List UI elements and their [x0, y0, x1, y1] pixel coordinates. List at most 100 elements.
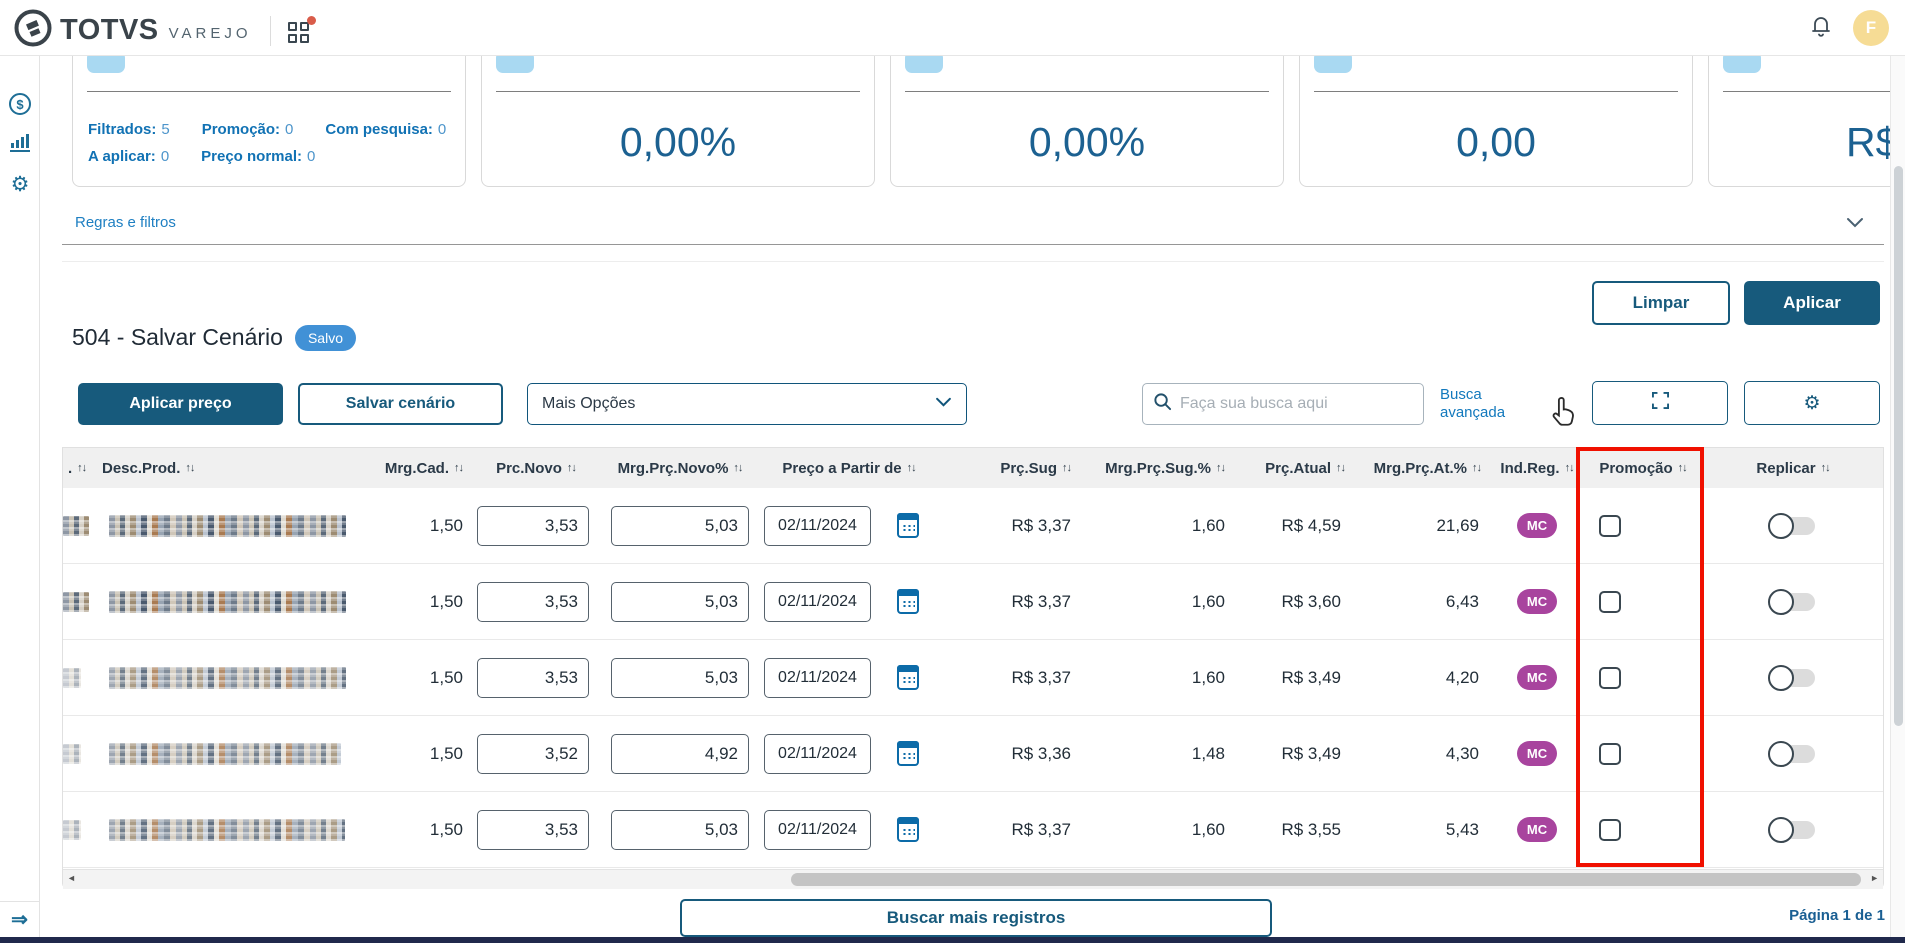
col-header-ind-reg[interactable]: Ind.Reg. ↑↓	[1500, 459, 1575, 477]
scroll-left-arrow[interactable]: ◄	[67, 873, 76, 883]
replicar-toggle[interactable]	[1768, 588, 1815, 615]
regras-e-filtros-link[interactable]: Regras e filtros	[75, 214, 176, 231]
table-settings-button[interactable]: ⚙	[1744, 381, 1880, 425]
replicar-toggle[interactable]	[1768, 816, 1815, 843]
fullscreen-button[interactable]	[1592, 381, 1728, 425]
mrg-prc-at-value: 4,30	[1445, 743, 1479, 763]
sort-icon: ↑↓	[733, 462, 743, 474]
preco-a-partir-de-input[interactable]	[764, 809, 871, 850]
mrg-prc-novo-input[interactable]	[611, 809, 749, 850]
limpar-button[interactable]: Limpar	[1592, 281, 1730, 325]
search-input[interactable]	[1180, 395, 1413, 413]
col-header-replicar[interactable]: Replicar ↑↓	[1756, 459, 1830, 477]
col-header-mrg-prc-novo[interactable]: Mrg.Prç.Novo% ↑↓	[617, 459, 744, 477]
col-header-mrg-prc-at[interactable]: Mrg.Prç.At.% ↑↓	[1373, 459, 1482, 477]
promocao-checkbox[interactable]	[1599, 666, 1621, 689]
col-header-desc-prod[interactable]: Desc.Prod. ↑↓	[102, 459, 195, 477]
col-header-preco-a-partir-de[interactable]: Preço a Partir de ↑↓	[782, 459, 916, 477]
promocao-checkbox[interactable]	[1599, 818, 1621, 841]
salvar-cenario-button[interactable]: Salvar cenário	[298, 383, 503, 425]
product-code-blurred	[63, 667, 81, 688]
prc-atual-value: R$ 3,49	[1281, 743, 1341, 763]
bell-icon[interactable]	[1809, 13, 1833, 44]
replicar-toggle[interactable]	[1768, 664, 1815, 691]
prc-sug-value: R$ 3,36	[1011, 743, 1071, 763]
chevron-down-icon[interactable]	[1846, 216, 1864, 234]
promocao-checkbox[interactable]	[1599, 590, 1621, 613]
mrg-prc-novo-input[interactable]	[611, 505, 749, 546]
mrg-prc-novo-input[interactable]	[611, 657, 749, 698]
horizontal-scrollbar-thumb[interactable]	[791, 873, 1861, 886]
scroll-right-arrow[interactable]: ►	[1870, 873, 1879, 883]
mais-opcoes-value: Mais Opções	[542, 395, 636, 412]
metric-card-3: 0,00	[1299, 56, 1693, 187]
card-tab-pill	[1314, 56, 1352, 73]
summary-cards: Filtrados: 5 Promoção: 0 Com pesquisa: 0 A …	[40, 56, 1890, 187]
table-body: 1,50 R$ 3,37 1,60 R$ 4,59 21,69 MC 1,50 …	[63, 488, 1883, 868]
metric-value: 0,00	[1456, 119, 1536, 165]
replicar-cell	[1701, 564, 1885, 639]
prc-novo-input[interactable]	[477, 733, 589, 774]
calendar-icon[interactable]	[897, 665, 919, 690]
product-description-blurred	[109, 818, 345, 841]
toggle-knob	[1768, 512, 1794, 539]
sidebar-item-pricing[interactable]: $	[0, 84, 40, 124]
aplicar-preco-button[interactable]: Aplicar preço	[78, 383, 283, 425]
preco-a-partir-de-input[interactable]	[764, 505, 871, 546]
promocao-checkbox[interactable]	[1599, 742, 1621, 765]
promocao-checkbox[interactable]	[1599, 514, 1621, 537]
aplicar-button[interactable]: Aplicar	[1744, 281, 1880, 325]
replicar-toggle[interactable]	[1768, 512, 1815, 539]
preco-a-partir-de-input[interactable]	[764, 657, 871, 698]
horizontal-scrollbar[interactable]: ◄ ►	[63, 869, 1883, 889]
prc-novo-cell	[471, 564, 601, 639]
busca-avancada-link[interactable]: Busca avançada	[1440, 386, 1506, 421]
product-desc-cell	[97, 488, 346, 563]
col-header-prc-novo[interactable]: Prc.Novo ↑↓	[496, 459, 577, 477]
product-code-blurred	[63, 743, 81, 764]
col-header-prc-sug[interactable]: Prç.Sug ↑↓	[1000, 459, 1072, 477]
mrg-prc-novo-input[interactable]	[611, 733, 749, 774]
mrg-cad-value: 1,50	[429, 515, 463, 535]
apps-grid-icon[interactable]	[287, 15, 316, 43]
replicar-cell	[1701, 792, 1885, 867]
product-code-cell	[63, 792, 97, 867]
sidebar-item-settings[interactable]: ⚙	[0, 164, 40, 204]
sidebar-expand-button[interactable]: ⇒	[0, 901, 39, 937]
col-header-mrg-cad[interactable]: Mrg.Cad. ↑↓	[384, 459, 464, 477]
preco-a-partir-de-input[interactable]	[764, 581, 871, 622]
promocao-cell	[1585, 792, 1701, 867]
col-header-stub[interactable]: . ↑↓	[68, 459, 87, 477]
mrg-cad-value: 1,50	[429, 743, 463, 763]
buscar-mais-registros-button[interactable]: Buscar mais registros	[680, 899, 1272, 937]
metric-card-4: R$	[1708, 56, 1890, 187]
vertical-scrollbar-thumb[interactable]	[1894, 166, 1903, 726]
calendar-icon[interactable]	[897, 589, 919, 614]
col-header-mrg-prc-sug[interactable]: Mrg.Prç.Sug.% ↑↓	[1105, 459, 1226, 477]
sort-icon: ↑↓	[454, 462, 464, 474]
prc-novo-input[interactable]	[477, 809, 589, 850]
sort-icon: ↑↓	[1564, 462, 1575, 474]
col-header-prc-atual[interactable]: Prç.Atual ↑↓	[1265, 459, 1346, 477]
replicar-toggle[interactable]	[1768, 740, 1815, 767]
preco-a-partir-de-input[interactable]	[764, 733, 871, 774]
calendar-icon[interactable]	[897, 741, 919, 766]
col-header-promocao[interactable]: Promoção ↑↓	[1599, 459, 1687, 477]
mrg-prc-novo-input[interactable]	[611, 581, 749, 622]
calendar-icon[interactable]	[897, 817, 919, 842]
prc-novo-input[interactable]	[477, 581, 589, 622]
prc-novo-input[interactable]	[477, 657, 589, 698]
preco-a-partir-de-cell	[759, 564, 939, 639]
prc-novo-input[interactable]	[477, 505, 589, 546]
replicar-cell	[1701, 488, 1885, 563]
mrg-prc-novo-cell	[601, 716, 759, 791]
metric-value: 0,00%	[1028, 119, 1146, 165]
prc-novo-cell	[471, 716, 601, 791]
sidebar-item-reports[interactable]	[0, 124, 40, 164]
vertical-scrollbar[interactable]	[1890, 56, 1905, 943]
avatar[interactable]: F	[1853, 10, 1889, 46]
mrg-cad-value: 1,50	[429, 667, 463, 687]
mais-opcoes-select[interactable]: Mais Opções	[527, 383, 967, 425]
calendar-icon[interactable]	[897, 513, 919, 538]
ind-reg-badge: MC	[1517, 665, 1557, 690]
